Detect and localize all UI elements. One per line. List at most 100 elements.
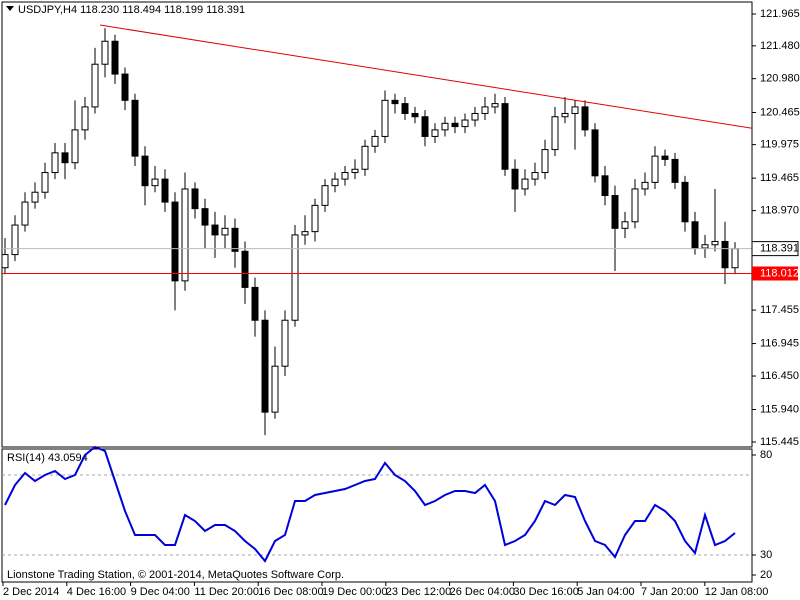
candle-body (471, 112, 479, 121)
candle-body (81, 106, 89, 131)
candle-body (261, 319, 269, 413)
x-tick-label: 11 Dec 20:00 (194, 586, 259, 598)
x-tick-label: 26 Dec 04:00 (450, 586, 515, 598)
copyright: Lionstone Trading Station, © 2001-2014, … (7, 569, 344, 581)
x-tick-label: 4 Dec 16:00 (67, 586, 126, 598)
candle-body (651, 155, 659, 183)
candle-body (421, 116, 429, 137)
candle-body (681, 181, 689, 223)
candle-body (341, 172, 349, 180)
candle-body (111, 40, 119, 75)
candle-body (91, 63, 99, 108)
candle-body (21, 201, 29, 226)
y-tick-label: 118.970 (760, 205, 799, 217)
candle-body (181, 188, 189, 282)
rsi-tick-label: 30 (760, 549, 772, 561)
rsi-label: RSI(14) 43.0594 (7, 452, 88, 464)
candle-body (231, 227, 239, 252)
candle-body (641, 181, 649, 190)
y-tick-label: 117.455 (760, 304, 799, 316)
chart-title: USDJPY,H4 118.230 118.494 118.199 118.39… (18, 4, 245, 16)
candle-body (301, 231, 309, 236)
x-tick-label: 2 Dec 2014 (3, 586, 59, 598)
candle-body (311, 204, 319, 233)
candle-body (401, 103, 409, 114)
candle-body (211, 224, 219, 236)
candle-body (531, 172, 539, 180)
rsi-tick-label: 20 (760, 569, 772, 581)
rsi-tick-label: 80 (760, 449, 772, 461)
rsi-panel (1, 448, 753, 583)
candle-body (101, 40, 109, 65)
x-tick-label: 19 Dec 00:00 (322, 586, 387, 598)
candle-body (291, 234, 299, 321)
candle-body (431, 129, 439, 137)
candle-body (141, 155, 149, 187)
x-tick-label: 16 Dec 08:00 (258, 586, 323, 598)
candle-body (131, 99, 139, 157)
candle-body (41, 172, 49, 193)
candle-body (491, 103, 499, 108)
candle-body (541, 149, 549, 174)
candle-body (251, 286, 259, 321)
candle-body (631, 188, 639, 223)
x-tick-label: 5 Jan 04:00 (577, 586, 635, 598)
candle-body (151, 178, 159, 187)
trendline (99, 24, 752, 129)
price-label-box (751, 241, 799, 257)
candle-body (371, 135, 379, 147)
candle-body (241, 250, 249, 288)
candle-body (71, 129, 79, 164)
candle-body (701, 244, 709, 249)
candle-body (2, 254, 9, 269)
candle-body (441, 122, 449, 131)
candle-body (271, 365, 279, 413)
candle-body (411, 112, 419, 118)
candle-body (601, 175, 609, 197)
candle-body (511, 168, 519, 190)
candle-body (191, 188, 199, 210)
x-tick-label: 7 Jan 20:00 (641, 586, 699, 598)
candle-body (201, 208, 209, 226)
y-tick-label: 116.945 (760, 337, 799, 349)
candle-body (331, 178, 339, 187)
candle-body (361, 145, 369, 170)
plot-area (2, 24, 752, 436)
candle-body (31, 191, 39, 203)
candle-body (721, 240, 729, 269)
candle-body (521, 178, 529, 190)
candle-body (671, 158, 679, 183)
y-tick-label: 119.975 (760, 139, 799, 151)
candle-body (481, 106, 489, 114)
candle-body (731, 248, 739, 269)
x-tick-label: 9 Dec 04:00 (131, 586, 190, 598)
candle-body (11, 224, 19, 256)
candle-body (51, 152, 59, 174)
y-tick-label: 120.465 (760, 106, 800, 118)
candle-body (161, 178, 169, 203)
candle-body (501, 103, 509, 170)
candle-body (61, 152, 69, 164)
support-label: 118.012 (760, 267, 799, 279)
candle-body (171, 201, 179, 282)
candle-body (381, 99, 389, 137)
candle-body (711, 240, 719, 246)
candle-body (121, 73, 129, 101)
candle-body (591, 129, 599, 177)
menu-icon[interactable] (6, 6, 14, 11)
y-tick-label: 116.450 (760, 370, 799, 382)
candle-body (611, 195, 619, 229)
x-tick-label: 23 Dec 12:00 (386, 586, 451, 598)
candle-body (551, 116, 559, 151)
y-tick-label: 121.480 (760, 40, 800, 52)
y-tick-label: 121.965 (760, 8, 800, 20)
candle-body (661, 155, 669, 160)
candle-body (281, 319, 289, 367)
support-label-box (752, 266, 798, 281)
y-tick-label: 120.980 (760, 73, 800, 85)
candle-body (561, 112, 569, 118)
candle-body (571, 106, 579, 114)
x-tick-label: 12 Jan 08:00 (705, 586, 769, 598)
y-tick-label: 115.940 (760, 403, 799, 415)
